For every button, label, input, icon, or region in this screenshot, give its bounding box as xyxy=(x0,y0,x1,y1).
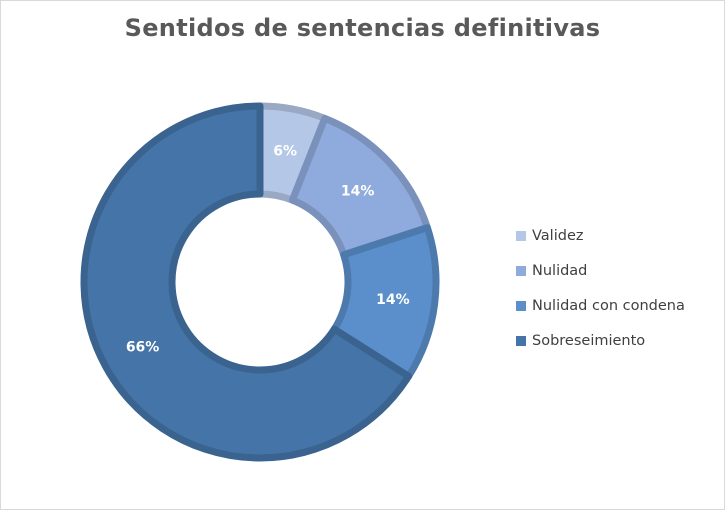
donut-slice-1 xyxy=(288,114,431,259)
legend-swatch xyxy=(516,230,526,241)
data-label-0: 6% xyxy=(273,143,297,159)
data-label-2: 14% xyxy=(376,292,410,308)
data-label-3: 66% xyxy=(126,340,160,356)
data-label-1: 14% xyxy=(341,183,375,199)
legend-item-0: Validez xyxy=(516,218,685,253)
legend-item-2: Nulidad con condena xyxy=(516,288,685,323)
legend-label: Nulidad xyxy=(532,262,588,279)
legend-label: Nulidad con condena xyxy=(532,297,685,314)
chart-title: Sentidos de sentencias definitivas xyxy=(124,14,601,42)
legend-swatch xyxy=(516,265,526,276)
legend-label: Sobreseimiento xyxy=(532,332,646,349)
legend-label: Validez xyxy=(532,227,584,244)
legend-swatch xyxy=(516,300,526,311)
legend-swatch xyxy=(516,335,526,346)
donut-slice-2 xyxy=(330,224,440,380)
legend-item-1: Nulidad xyxy=(516,253,685,288)
donut-slice-3 xyxy=(80,102,413,462)
chart-legend: Validez Nulidad Nulidad con condena Sobrese… xyxy=(516,218,685,358)
legend-item-3: Sobreseimiento xyxy=(516,323,685,358)
